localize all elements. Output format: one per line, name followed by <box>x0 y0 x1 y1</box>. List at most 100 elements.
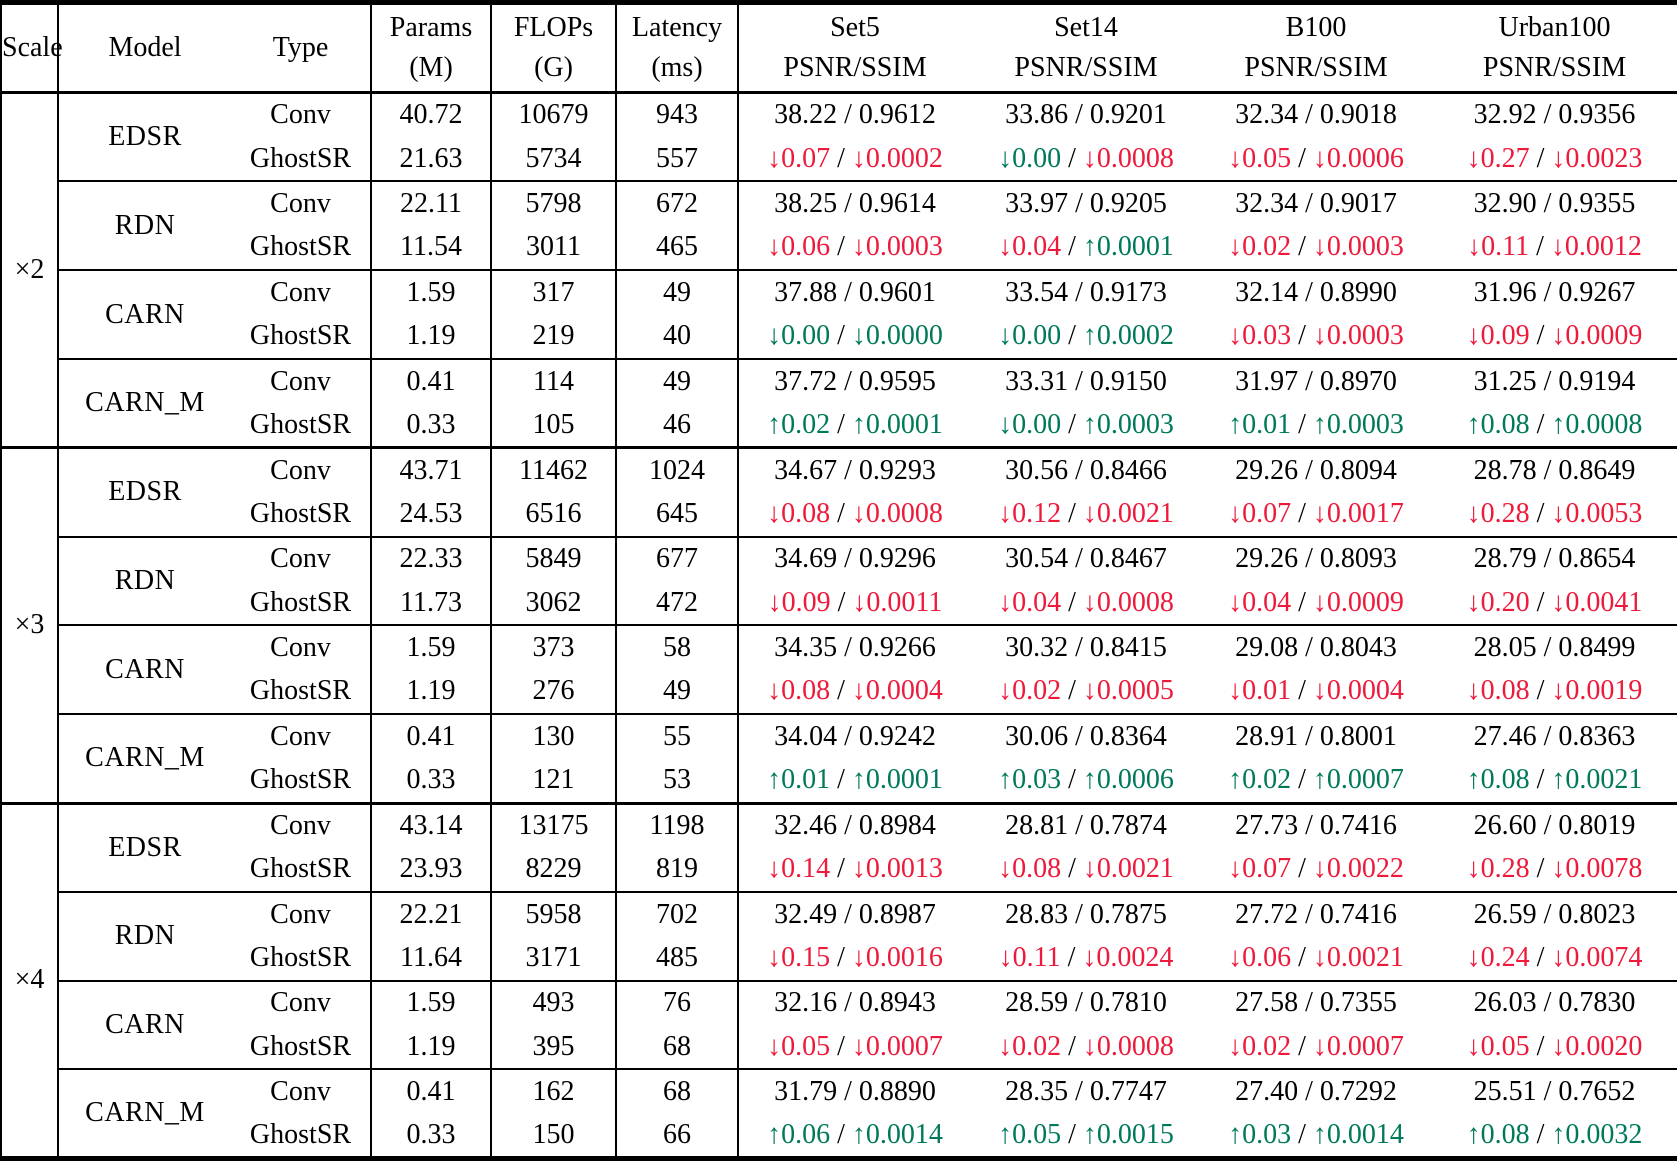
psnr-value: ↓0.07 <box>767 142 831 174</box>
psnr-ssim-separator: / <box>1068 720 1090 752</box>
psnr-value: ↓0.27 <box>1466 142 1530 174</box>
flops-cell: 6516 <box>491 492 617 537</box>
benchmark-cell: ↓0.11 / ↓0.0024 <box>971 936 1201 980</box>
ssim-value: ↓0.0021 <box>1082 497 1174 529</box>
psnr-ssim-separator: / <box>1536 365 1559 397</box>
psnr-ssim-separator: / <box>837 987 859 1019</box>
ssim-value: 0.8094 <box>1319 454 1397 486</box>
ssim-value: ↓0.0004 <box>851 675 943 707</box>
params-cell: 0.41 <box>371 357 492 404</box>
model-cell: RDN <box>58 890 231 981</box>
type-cell: GhostSR <box>231 1025 372 1070</box>
benchmark-cell: 30.32 / 0.8415 <box>971 624 1201 670</box>
psnr-value: 26.59 <box>1473 898 1537 930</box>
params-cell: 0.41 <box>371 713 492 759</box>
psnr-value: ↓0.09 <box>1466 320 1530 352</box>
header-set5-sub: PSNR/SSIM <box>783 52 927 83</box>
ssim-value: 0.8654 <box>1558 543 1636 575</box>
ssim-value: 0.9296 <box>858 543 936 575</box>
ssim-value: ↓0.0004 <box>1312 675 1404 707</box>
header-type: Type <box>231 2 372 94</box>
ssim-value: 0.9205 <box>1089 188 1167 220</box>
benchmark-cell: 38.22 / 0.9612 <box>738 90 971 137</box>
psnr-value: ↓0.07 <box>1228 497 1292 529</box>
psnr-value: 31.79 <box>774 1076 838 1108</box>
header-set14: Set14 PSNR/SSIM <box>971 2 1201 94</box>
psnr-value: ↓0.08 <box>767 675 831 707</box>
psnr-value: ↑0.01 <box>767 764 831 796</box>
type-cell: GhostSR <box>231 580 372 626</box>
psnr-ssim-separator: / <box>1068 543 1090 575</box>
benchmark-cell: 32.46 / 0.8984 <box>738 801 971 848</box>
ssim-value: 0.8649 <box>1558 454 1636 486</box>
params-cell: 11.73 <box>371 580 492 626</box>
latency-cell: 645 <box>616 492 739 537</box>
params-cell: 22.33 <box>371 535 492 581</box>
psnr-value: ↓0.02 <box>1228 231 1292 263</box>
psnr-value: 28.05 <box>1473 632 1537 664</box>
psnr-value: 28.59 <box>1005 987 1069 1019</box>
psnr-value: 32.14 <box>1235 276 1299 308</box>
flops-cell: 13175 <box>491 801 617 848</box>
psnr-value: ↓0.08 <box>767 497 831 529</box>
psnr-value: ↓0.00 <box>998 142 1062 174</box>
psnr-value: 27.72 <box>1235 898 1299 930</box>
ssim-value: ↓0.0020 <box>1551 1030 1643 1062</box>
benchmark-cell: 33.97 / 0.9205 <box>971 180 1201 226</box>
ssim-value: 0.9266 <box>858 632 936 664</box>
params-cell: 43.14 <box>371 801 492 848</box>
psnr-value: 34.69 <box>774 543 838 575</box>
table-row: GhostSR 11.64 3171 485 ↓0.15 / ↓0.0016 ↓0.11 … <box>1 936 1677 981</box>
psnr-ssim-separator: / <box>1291 853 1313 885</box>
psnr-ssim-separator: / <box>1529 675 1552 707</box>
table-row: CARN_M Conv 0.41 162 68 31.79 / 0.8890 28.35 /… <box>1 1068 1677 1159</box>
psnr-value: 38.22 <box>774 99 838 131</box>
benchmark-cell: 25.51 / 0.7652 <box>1431 1068 1677 1114</box>
ssim-value: ↓0.0019 <box>1551 675 1643 707</box>
psnr-value: 32.90 <box>1473 188 1537 220</box>
benchmark-cell: ↓0.01 / ↓0.0004 <box>1201 670 1431 714</box>
benchmark-cell: ↓0.28 / ↓0.0053 <box>1431 492 1677 536</box>
benchmark-cell: ↓0.08 / ↓0.0021 <box>971 847 1201 891</box>
benchmark-cell: 28.79 / 0.8654 <box>1431 535 1677 581</box>
ssim-value: 0.8019 <box>1558 809 1636 841</box>
type-cell: Conv <box>231 890 372 937</box>
params-cell: 40.72 <box>371 90 492 137</box>
psnr-value: ↑0.02 <box>1228 764 1292 796</box>
ssim-value: ↑0.0014 <box>1312 1118 1404 1150</box>
flops-cell: 105 <box>491 403 617 448</box>
benchmark-cell: 28.91 / 0.8001 <box>1201 713 1431 759</box>
latency-cell: 49 <box>616 269 739 315</box>
benchmark-cell: ↑0.01 / ↑0.0001 <box>738 759 971 803</box>
type-cell: GhostSR <box>231 669 372 715</box>
psnr-value: ↓0.04 <box>1228 586 1292 618</box>
ssim-value: ↓0.0074 <box>1551 941 1643 973</box>
table-row: GhostSR 0.33 105 46 ↑0.02 / ↑0.0001 ↓0.00 / ↑… <box>1 403 1677 448</box>
table-row: GhostSR 11.73 3062 472 ↓0.09 / ↓0.0011 ↓0.04 … <box>1 580 1677 626</box>
header-urban100-name: Urban100 <box>1498 12 1611 43</box>
benchmark-cell: ↓0.06 / ↓0.0003 <box>738 226 971 270</box>
ssim-value: ↓0.0024 <box>1082 941 1174 973</box>
psnr-ssim-separator: / <box>1068 809 1090 841</box>
psnr-ssim-separator: / <box>1061 1118 1083 1150</box>
benchmark-cell: 27.58 / 0.7355 <box>1201 979 1431 1026</box>
ssim-value: 0.8943 <box>858 987 936 1019</box>
flops-cell: 317 <box>491 269 617 315</box>
ssim-value: ↑0.0003 <box>1082 408 1174 440</box>
header-b100-name: B100 <box>1285 12 1347 43</box>
table-row: RDN Conv 22.33 5849 677 34.69 / 0.9296 30.54 /… <box>1 535 1677 626</box>
header-params: Params (M) <box>371 2 492 94</box>
ssim-value: ↓0.0008 <box>1082 586 1174 618</box>
psnr-ssim-separator: / <box>1298 898 1320 930</box>
psnr-ssim-separator: / <box>1536 632 1559 664</box>
ssim-value: ↓0.0005 <box>1082 675 1174 707</box>
psnr-value: ↓0.05 <box>1466 1030 1530 1062</box>
psnr-ssim-separator: / <box>1536 543 1559 575</box>
psnr-ssim-separator: / <box>1068 188 1090 220</box>
type-cell: GhostSR <box>231 847 372 892</box>
ssim-value: ↑0.0001 <box>1082 231 1174 263</box>
psnr-ssim-separator: / <box>830 1030 852 1062</box>
psnr-ssim-separator: / <box>1068 365 1090 397</box>
psnr-ssim-separator: / <box>1291 1030 1313 1062</box>
flops-cell: 162 <box>491 1068 617 1114</box>
